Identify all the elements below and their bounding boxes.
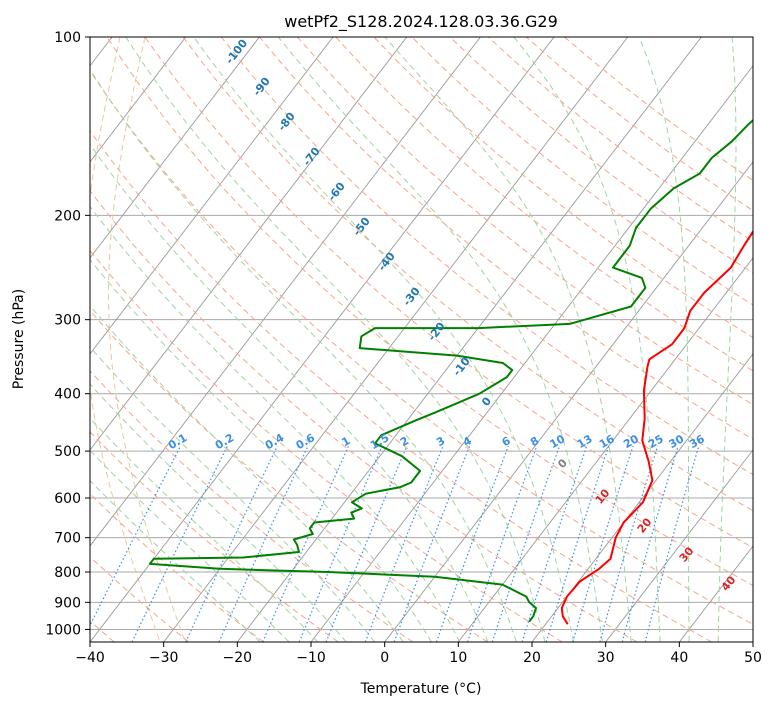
background-curves: [90, 37, 186, 642]
mixing-ratio-lines: [90, 445, 700, 642]
y-tick-label: 800: [54, 565, 81, 581]
mixing-ratio-line: [545, 445, 610, 642]
mixing-ratio-line: [262, 445, 350, 642]
dry-adiabat-line: [297, 37, 753, 406]
x-tick-label: 40: [670, 650, 688, 666]
pressure-gridlines: [90, 37, 753, 630]
mixing-ratio-line: [131, 445, 228, 642]
dry-adiabat-line: [373, 37, 753, 339]
moist-adiabat-line: [90, 479, 261, 642]
y-tick-label: 400: [54, 387, 81, 403]
dry-adiabat-line: [90, 309, 488, 642]
plot-frame: [89, 36, 754, 643]
y-axis-label: Pressure (hPa): [11, 289, 27, 389]
isotherm-line: [531, 353, 753, 642]
profile-series: [148, 118, 753, 625]
dry-adiabat-line: [106, 37, 753, 587]
moist-adiabat-line: [638, 37, 690, 642]
y-tick-label: 100: [54, 30, 81, 46]
isotherm-line: [384, 161, 753, 642]
x-tick-label: −20: [223, 650, 253, 666]
dry-adiabat-line: [90, 249, 563, 642]
x-tick-label: −40: [75, 650, 105, 666]
mixing-ratio-line: [298, 445, 383, 642]
moist-adiabat-line: [90, 449, 290, 642]
mixing-ratio-line: [435, 445, 509, 642]
x-tick-label: 50: [744, 650, 762, 666]
dry-adiabat-line: [90, 130, 712, 642]
mixing-ratio-line: [466, 445, 538, 642]
isotherm-line: [90, 37, 481, 547]
mixing-ratio-line: [90, 445, 182, 627]
dry-adiabat-line: [90, 431, 339, 642]
y-tick-label: 200: [54, 208, 81, 224]
mixing-ratio-line: [393, 445, 471, 642]
isotherm-line: [90, 37, 334, 355]
y-tick-label: 600: [54, 491, 81, 507]
moist-adiabat-line: [384, 37, 632, 642]
background-curve: [90, 37, 161, 642]
dry-adiabat-line: [259, 37, 753, 440]
dry-adiabat-line: [90, 69, 753, 625]
x-tick-label: −30: [149, 650, 179, 666]
isotherm-line: [90, 37, 260, 259]
x-axis-ticks: −40 −30 −20 −10 0 10 20 30 40 50: [75, 642, 762, 666]
moist-adiabat-line: [125, 37, 546, 642]
mixing-ratio-line: [491, 445, 561, 642]
isotherm-line: [90, 37, 408, 451]
moist-adiabat-line: [90, 417, 319, 642]
mixing-ratio-line: [599, 445, 659, 642]
isotherm-line: [90, 37, 555, 642]
x-tick-label: 30: [597, 650, 615, 666]
isotherm-line: [605, 449, 753, 642]
isotherm-line: [90, 37, 187, 163]
x-tick-label: −10: [296, 650, 326, 666]
mixing-ratio-line: [521, 445, 588, 642]
moist-adiabat-line: [717, 37, 737, 642]
x-tick-label: 10: [449, 650, 467, 666]
x-axis-label: Temperature (°C): [360, 681, 482, 697]
moist-adiabat-line: [90, 68, 517, 642]
y-tick-label: 1000: [45, 622, 81, 638]
moist-adiabat-lines: [90, 37, 737, 642]
moist-adiabat-line: [513, 37, 661, 642]
chart-title: wetPf2_S128.2024.128.03.36.G29: [284, 12, 558, 32]
moist-adiabat-line: [277, 37, 603, 642]
x-tick-label: 0: [380, 650, 389, 666]
plot-area: -100-90-80-70-60-50-40-30-20-10001020304…: [90, 37, 753, 642]
y-tick-label: 900: [54, 595, 81, 611]
y-tick-label: 700: [54, 531, 81, 547]
y-tick-label: 300: [54, 313, 81, 329]
dry-adiabat-line: [335, 37, 753, 372]
background-curve: [108, 37, 186, 642]
moist-adiabat-line: [90, 143, 489, 642]
mixing-ratio-line: [572, 445, 634, 642]
x-tick-label: 20: [523, 650, 541, 666]
isotherm-line: [236, 37, 702, 642]
dry-adiabat-line: [90, 370, 414, 642]
moist-adiabat-line: [90, 305, 404, 642]
mixing-ratio-line: [621, 445, 679, 642]
isotherm-line: [163, 37, 629, 642]
moist-adiabat-line: [90, 346, 376, 642]
isotherm-line: [457, 257, 753, 642]
dry-adiabat-line: [90, 556, 190, 642]
dewpoint-line: [148, 118, 753, 623]
y-tick-label: 500: [54, 444, 81, 460]
temperature-line: [560, 229, 753, 625]
mixing-ratio-line: [644, 445, 700, 642]
y-axis-ticks: 100 200 300 400 500 600 700 800 900 1000: [45, 30, 90, 638]
